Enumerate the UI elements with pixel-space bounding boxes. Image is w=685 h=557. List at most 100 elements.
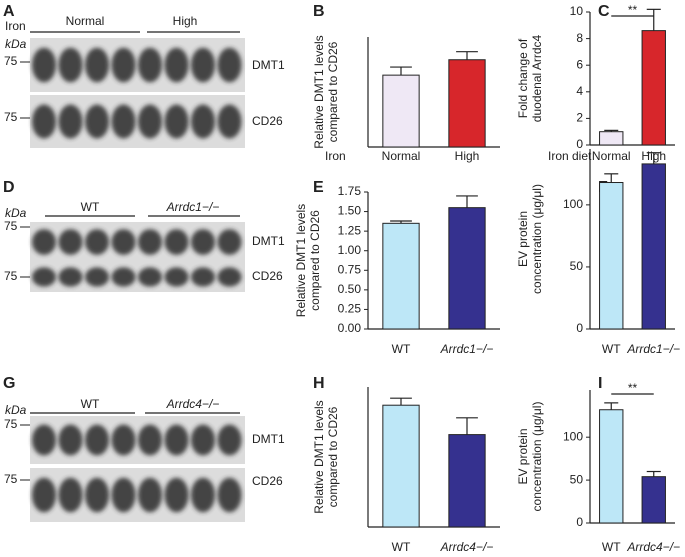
y-tick-label: 50 [570,472,584,486]
panel-letter: I [598,375,602,392]
panel-letter: E [313,179,324,196]
blot-band [138,477,162,513]
group-label: WT [81,397,100,411]
blot-band [217,267,242,287]
marker-label: 75 [4,269,18,283]
blot-band [138,267,162,287]
bar [599,409,624,524]
x-tick-label: Arrdc1−/− [626,342,680,356]
blot-band [111,47,136,83]
blot-band [191,229,215,255]
blot-band [191,424,215,456]
y-tick-label: 0 [576,515,583,529]
blot-band [191,104,215,139]
blot-band [191,47,215,83]
x-axis-label: Iron [325,149,346,163]
x-tick-label: WT [392,342,411,356]
blot-band [85,477,109,513]
y-tick-label: 1.00 [338,243,362,257]
protein-label: DMT1 [252,432,285,446]
blot-band [164,229,189,255]
y-tick-label: 1.50 [338,204,362,218]
blot-band [58,267,83,287]
y-tick-label: 2 [576,111,583,125]
y-tick-label: 50 [570,259,584,273]
y-tick-label: 100 [563,197,583,211]
y-tick-label: 8 [576,31,583,45]
x-tick-label: High [455,149,480,163]
bar [382,74,420,148]
marker-label: 75 [4,54,18,68]
blot-band [217,477,242,513]
panel-letter: G [3,375,15,392]
blot-band [85,47,109,83]
x-axis-label: Iron diet [548,149,592,163]
blot-band [85,104,109,139]
marker-label: 75 [4,219,18,233]
bar [448,207,486,330]
protein-label: DMT1 [252,234,285,248]
y-tick-label: 0 [576,137,583,151]
blot-band [58,424,83,456]
bar [382,222,420,330]
blot-band [58,104,83,139]
blot-band [138,47,162,83]
y-tick-label: 1.75 [338,184,362,198]
y-tick-label: 0.00 [338,321,362,335]
protein-label: CD26 [252,269,283,283]
marker-label: 75 [4,472,18,486]
group-label: Normal [66,14,105,28]
bar [599,131,624,146]
bar [382,404,420,528]
y-axis-label: concentration (μg/μl) [530,402,544,512]
blot-band [111,424,136,456]
blot-band [191,267,215,287]
protein-label: CD26 [252,474,283,488]
group-label: Arrdc4−/− [166,397,220,411]
blot-band [191,477,215,513]
y-axis-label: Fold change of [516,38,530,118]
bar [448,434,486,528]
x-tick-label: Normal [382,149,421,163]
group-label: WT [81,200,100,214]
x-tick-label: Arrdc1−/− [440,342,494,356]
blot-band [32,104,56,139]
y-tick-label: 0 [576,321,583,335]
kda-label: kDa [5,37,27,51]
y-axis-label: compared to CD26 [326,406,340,507]
panel-letter: H [313,375,325,392]
group-label: Arrdc1−/− [166,200,220,214]
y-axis-label: EV protein [516,211,530,267]
protein-label: DMT1 [252,58,285,72]
blot-band [85,267,109,287]
blot-band [111,477,136,513]
blot-band [164,477,189,513]
blot-band [32,477,56,513]
bar [448,59,486,148]
panel-letter: D [3,179,15,196]
blot-band [164,424,189,456]
y-axis-label: concentration (μg/μl) [530,184,544,294]
blot-band [217,47,242,83]
blot-band [217,104,242,139]
protein-label: CD26 [252,114,283,128]
blot-band [111,267,136,287]
blot-band [32,267,56,287]
blot-band [32,424,56,456]
y-tick-label: 6 [576,57,583,71]
blot-band [164,47,189,83]
blot-band [138,424,162,456]
y-tick-label: 1.25 [338,223,362,237]
blot-band [58,477,83,513]
y-axis-label: compared to CD26 [326,41,340,142]
panel-letter: A [3,3,15,20]
x-tick-label: Arrdc4−/− [440,540,494,554]
x-tick-label: WT [392,540,411,554]
x-tick-label: Normal [592,149,631,163]
blot-band [138,104,162,139]
x-tick-label: WT [602,540,621,554]
y-tick-label: 10 [570,4,584,18]
kda-label: kDa [5,403,27,417]
blot-band [32,47,56,83]
